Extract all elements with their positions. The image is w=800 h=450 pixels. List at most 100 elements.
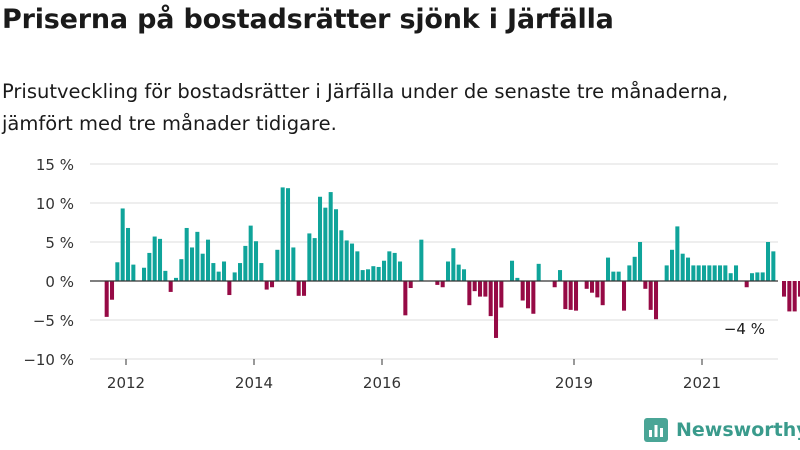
brand-name: Newsworthy (676, 419, 800, 441)
x-tick-label: 2019 (555, 374, 593, 392)
bar (584, 281, 589, 289)
y-tick-label: 5 % (45, 234, 74, 252)
bar (206, 239, 211, 281)
chart-title: Priserna på bostadsrätter sjönk i Järfäl… (2, 4, 614, 35)
bar (696, 265, 701, 281)
bar (163, 270, 168, 281)
bar (190, 247, 195, 281)
bar (680, 253, 685, 281)
bar (243, 245, 248, 281)
bar (462, 269, 467, 281)
bar (552, 281, 557, 288)
bar (440, 281, 445, 288)
bar (654, 281, 659, 320)
chart-subtitle: Prisutveckling för bostadsrätter i Järfä… (2, 80, 729, 135)
bar (691, 265, 696, 281)
bar (270, 281, 275, 288)
bar (344, 240, 349, 281)
bar (648, 281, 653, 310)
bar (339, 230, 344, 281)
bar (179, 259, 184, 281)
bar (398, 261, 403, 281)
bar (787, 281, 792, 312)
bar (750, 273, 755, 281)
bar (142, 267, 147, 281)
bar (712, 265, 717, 281)
bar (312, 238, 317, 281)
bar (232, 272, 237, 281)
bar (291, 247, 296, 281)
bar (302, 281, 307, 296)
bar (472, 281, 477, 292)
bar (110, 281, 115, 300)
bar (536, 263, 541, 281)
bar (307, 233, 312, 281)
bar (168, 281, 173, 292)
bar (275, 249, 280, 281)
bar (318, 196, 323, 281)
bar (216, 271, 221, 281)
y-tick-label: −10 % (23, 351, 74, 369)
bar (686, 257, 691, 281)
bar (238, 263, 243, 281)
bar (574, 281, 579, 311)
bar (286, 188, 291, 281)
bar (643, 281, 648, 289)
x-tick-label: 2021 (683, 374, 721, 392)
bar (408, 281, 413, 289)
bar-chart-logo-icon (644, 418, 668, 442)
bar (488, 281, 493, 317)
bar (451, 248, 456, 281)
bar (323, 207, 328, 281)
bar (664, 265, 669, 281)
y-tick-label: 10 % (36, 195, 74, 213)
bar (728, 273, 733, 281)
bar (131, 264, 136, 281)
y-tick-label: 0 % (45, 273, 74, 291)
bar (376, 266, 381, 281)
bar (723, 265, 728, 281)
bar (515, 277, 520, 281)
bar (126, 227, 131, 281)
bar (632, 256, 637, 281)
bar (595, 281, 600, 298)
bar (600, 281, 605, 306)
bar (510, 260, 515, 281)
x-tick-label: 2014 (235, 374, 273, 392)
bar (227, 281, 232, 296)
bar (382, 260, 387, 281)
bar (766, 242, 771, 281)
bar (744, 281, 749, 288)
bar (446, 261, 451, 281)
bar (259, 263, 264, 281)
bar (419, 239, 424, 281)
bar (360, 270, 365, 281)
bar (520, 281, 525, 301)
bar (782, 281, 787, 297)
bar (771, 251, 776, 281)
bar (638, 242, 643, 281)
bar (627, 265, 632, 281)
bar (478, 281, 483, 297)
bar (296, 281, 301, 296)
brand-logo: Newsworthy (644, 418, 800, 442)
bar (147, 252, 152, 281)
bar (152, 236, 157, 281)
bar (563, 281, 568, 310)
bar (494, 281, 499, 338)
bar (718, 265, 723, 281)
bar (467, 281, 472, 306)
bar (483, 281, 488, 297)
y-axis-labels: 15 % 10 % 5 % 0 % −5 % −10 % (23, 156, 74, 369)
bar (675, 226, 680, 281)
bar (120, 208, 125, 281)
bar (558, 270, 563, 281)
bar (622, 281, 627, 311)
bar (616, 271, 621, 281)
bar (531, 281, 536, 314)
bar (366, 269, 371, 281)
bar (392, 252, 397, 281)
bar (670, 249, 675, 281)
bar (606, 257, 611, 281)
